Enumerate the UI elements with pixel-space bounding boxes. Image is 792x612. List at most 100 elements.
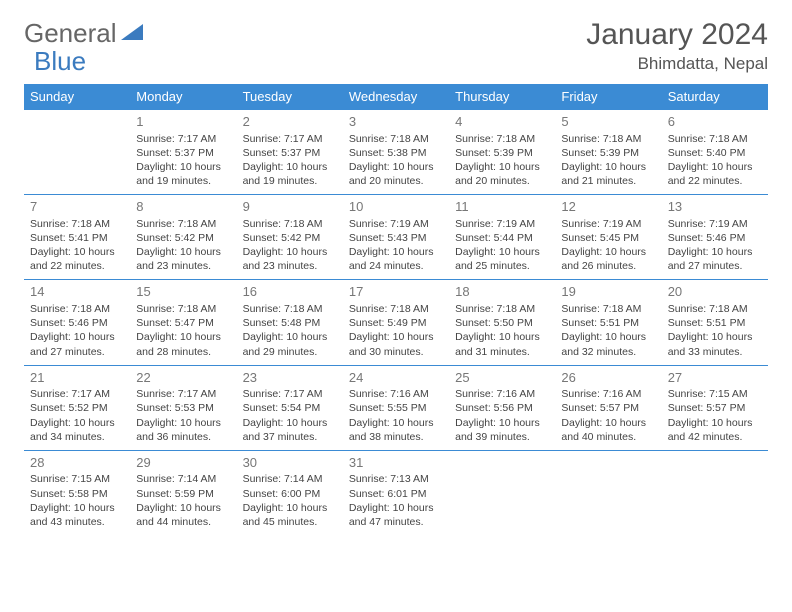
daylight-text: Daylight: 10 hours and 31 minutes. <box>455 330 549 358</box>
sunset-text: Sunset: 5:43 PM <box>349 231 443 245</box>
day-cell: 10Sunrise: 7:19 AMSunset: 5:43 PMDayligh… <box>343 195 449 280</box>
dayname-wednesday: Wednesday <box>343 84 449 110</box>
sunrise-text: Sunrise: 7:19 AM <box>455 217 549 231</box>
day-number: 18 <box>455 283 549 301</box>
sunset-text: Sunset: 5:47 PM <box>136 316 230 330</box>
day-number: 25 <box>455 369 549 387</box>
location: Bhimdatta, Nepal <box>586 54 768 74</box>
calendar-table: Sunday Monday Tuesday Wednesday Thursday… <box>24 84 768 535</box>
dayname-thursday: Thursday <box>449 84 555 110</box>
day-number: 28 <box>30 454 124 472</box>
sunset-text: Sunset: 5:58 PM <box>30 487 124 501</box>
day-cell: 5Sunrise: 7:18 AMSunset: 5:39 PMDaylight… <box>555 110 661 195</box>
day-number: 20 <box>668 283 762 301</box>
sunrise-text: Sunrise: 7:18 AM <box>243 217 337 231</box>
daylight-text: Daylight: 10 hours and 19 minutes. <box>243 160 337 188</box>
sunset-text: Sunset: 5:39 PM <box>455 146 549 160</box>
day-number: 26 <box>561 369 655 387</box>
daylight-text: Daylight: 10 hours and 36 minutes. <box>136 416 230 444</box>
daylight-text: Daylight: 10 hours and 33 minutes. <box>668 330 762 358</box>
day-number: 17 <box>349 283 443 301</box>
day-cell: 11Sunrise: 7:19 AMSunset: 5:44 PMDayligh… <box>449 195 555 280</box>
daylight-text: Daylight: 10 hours and 25 minutes. <box>455 245 549 273</box>
sunrise-text: Sunrise: 7:15 AM <box>30 472 124 486</box>
logo-text-general: General <box>24 18 117 49</box>
day-cell <box>555 450 661 535</box>
day-cell: 26Sunrise: 7:16 AMSunset: 5:57 PMDayligh… <box>555 365 661 450</box>
sunrise-text: Sunrise: 7:19 AM <box>561 217 655 231</box>
daylight-text: Daylight: 10 hours and 45 minutes. <box>243 501 337 529</box>
daylight-text: Daylight: 10 hours and 27 minutes. <box>668 245 762 273</box>
day-number: 22 <box>136 369 230 387</box>
sunrise-text: Sunrise: 7:18 AM <box>561 132 655 146</box>
day-number: 4 <box>455 113 549 131</box>
day-number: 1 <box>136 113 230 131</box>
day-cell: 24Sunrise: 7:16 AMSunset: 5:55 PMDayligh… <box>343 365 449 450</box>
sunrise-text: Sunrise: 7:14 AM <box>136 472 230 486</box>
sunrise-text: Sunrise: 7:18 AM <box>30 217 124 231</box>
title-block: January 2024 Bhimdatta, Nepal <box>586 18 768 74</box>
daylight-text: Daylight: 10 hours and 21 minutes. <box>561 160 655 188</box>
day-number: 7 <box>30 198 124 216</box>
sunset-text: Sunset: 6:01 PM <box>349 487 443 501</box>
day-cell: 4Sunrise: 7:18 AMSunset: 5:39 PMDaylight… <box>449 110 555 195</box>
sunrise-text: Sunrise: 7:19 AM <box>349 217 443 231</box>
sunset-text: Sunset: 5:40 PM <box>668 146 762 160</box>
sunset-text: Sunset: 5:52 PM <box>30 401 124 415</box>
sunset-text: Sunset: 5:45 PM <box>561 231 655 245</box>
daylight-text: Daylight: 10 hours and 23 minutes. <box>243 245 337 273</box>
day-number: 14 <box>30 283 124 301</box>
sunrise-text: Sunrise: 7:13 AM <box>349 472 443 486</box>
sunset-text: Sunset: 5:37 PM <box>136 146 230 160</box>
day-cell: 30Sunrise: 7:14 AMSunset: 6:00 PMDayligh… <box>237 450 343 535</box>
sunrise-text: Sunrise: 7:18 AM <box>455 302 549 316</box>
sunrise-text: Sunrise: 7:14 AM <box>243 472 337 486</box>
day-number: 12 <box>561 198 655 216</box>
sunset-text: Sunset: 5:50 PM <box>455 316 549 330</box>
day-cell: 3Sunrise: 7:18 AMSunset: 5:38 PMDaylight… <box>343 110 449 195</box>
sunrise-text: Sunrise: 7:18 AM <box>30 302 124 316</box>
dayname-row: Sunday Monday Tuesday Wednesday Thursday… <box>24 84 768 110</box>
daylight-text: Daylight: 10 hours and 30 minutes. <box>349 330 443 358</box>
sunset-text: Sunset: 5:46 PM <box>668 231 762 245</box>
day-number: 11 <box>455 198 549 216</box>
day-cell: 27Sunrise: 7:15 AMSunset: 5:57 PMDayligh… <box>662 365 768 450</box>
daylight-text: Daylight: 10 hours and 42 minutes. <box>668 416 762 444</box>
daylight-text: Daylight: 10 hours and 22 minutes. <box>30 245 124 273</box>
week-row: 28Sunrise: 7:15 AMSunset: 5:58 PMDayligh… <box>24 450 768 535</box>
day-number: 29 <box>136 454 230 472</box>
sunrise-text: Sunrise: 7:16 AM <box>455 387 549 401</box>
week-row: 21Sunrise: 7:17 AMSunset: 5:52 PMDayligh… <box>24 365 768 450</box>
sunset-text: Sunset: 5:39 PM <box>561 146 655 160</box>
day-number: 23 <box>243 369 337 387</box>
daylight-text: Daylight: 10 hours and 37 minutes. <box>243 416 337 444</box>
sunrise-text: Sunrise: 7:18 AM <box>243 302 337 316</box>
daylight-text: Daylight: 10 hours and 23 minutes. <box>136 245 230 273</box>
day-number: 19 <box>561 283 655 301</box>
day-number: 21 <box>30 369 124 387</box>
day-number: 2 <box>243 113 337 131</box>
day-cell: 12Sunrise: 7:19 AMSunset: 5:45 PMDayligh… <box>555 195 661 280</box>
day-cell: 7Sunrise: 7:18 AMSunset: 5:41 PMDaylight… <box>24 195 130 280</box>
daylight-text: Daylight: 10 hours and 43 minutes. <box>30 501 124 529</box>
day-number: 15 <box>136 283 230 301</box>
sunset-text: Sunset: 5:49 PM <box>349 316 443 330</box>
logo-triangle-icon <box>121 22 143 45</box>
day-cell: 20Sunrise: 7:18 AMSunset: 5:51 PMDayligh… <box>662 280 768 365</box>
daylight-text: Daylight: 10 hours and 20 minutes. <box>455 160 549 188</box>
day-cell: 9Sunrise: 7:18 AMSunset: 5:42 PMDaylight… <box>237 195 343 280</box>
day-number: 27 <box>668 369 762 387</box>
day-cell: 6Sunrise: 7:18 AMSunset: 5:40 PMDaylight… <box>662 110 768 195</box>
sunset-text: Sunset: 5:37 PM <box>243 146 337 160</box>
day-number: 13 <box>668 198 762 216</box>
dayname-saturday: Saturday <box>662 84 768 110</box>
day-cell: 1Sunrise: 7:17 AMSunset: 5:37 PMDaylight… <box>130 110 236 195</box>
day-number: 5 <box>561 113 655 131</box>
day-cell: 29Sunrise: 7:14 AMSunset: 5:59 PMDayligh… <box>130 450 236 535</box>
sunrise-text: Sunrise: 7:18 AM <box>668 302 762 316</box>
day-number: 6 <box>668 113 762 131</box>
day-cell: 22Sunrise: 7:17 AMSunset: 5:53 PMDayligh… <box>130 365 236 450</box>
day-number: 24 <box>349 369 443 387</box>
day-cell: 16Sunrise: 7:18 AMSunset: 5:48 PMDayligh… <box>237 280 343 365</box>
day-cell: 21Sunrise: 7:17 AMSunset: 5:52 PMDayligh… <box>24 365 130 450</box>
